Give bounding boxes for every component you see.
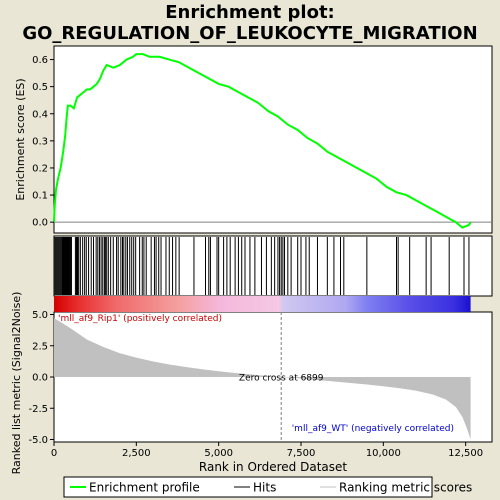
metric-ytick-label: -5.0 bbox=[28, 435, 48, 446]
metric-ytick-label: 5.0 bbox=[32, 310, 48, 321]
es-ytick-label: 0.0 bbox=[32, 218, 48, 229]
metric-ytick-label: 2.5 bbox=[32, 341, 48, 352]
xtick-label: 5,000 bbox=[204, 448, 233, 459]
es-ytick-label: 0.4 bbox=[32, 109, 48, 120]
chart-title-line2: GO_REGULATION_OF_LEUKOCYTE_MIGRATION bbox=[22, 23, 478, 44]
xtick-label: 0 bbox=[51, 448, 57, 459]
metric-area bbox=[54, 318, 471, 440]
legend: Enrichment profile Hits Ranking metric sco… bbox=[63, 476, 472, 498]
rank-color-bar bbox=[54, 296, 471, 312]
metric-ytick-label: 0.0 bbox=[32, 373, 48, 384]
legend-label: Hits bbox=[253, 481, 276, 495]
legend-label: Enrichment profile bbox=[89, 481, 200, 495]
es-ytick-label: 0.6 bbox=[32, 55, 48, 66]
x-axis-label: Rank in Ordered Dataset bbox=[199, 460, 347, 474]
legend-label: Ranking metric scores bbox=[339, 481, 472, 495]
xtick-label: 7,500 bbox=[287, 448, 316, 459]
es-curve bbox=[53, 53, 472, 229]
es-ytick-label: 0.1 bbox=[32, 191, 48, 202]
chart-title-line1: Enrichment plot: bbox=[165, 2, 335, 23]
neg-corr-label: 'mll_af9_WT' (negatively correlated) bbox=[292, 424, 454, 434]
xtick-label: 10,000 bbox=[366, 448, 401, 459]
pos-corr-label: 'mll_af9_Rip1' (positively correlated) bbox=[58, 314, 222, 324]
es-ytick-label: 0.5 bbox=[32, 82, 48, 93]
zero-cross-label: Zero cross at 6899 bbox=[239, 374, 324, 384]
es-ytick-label: 0.2 bbox=[32, 163, 48, 174]
es-ytick-label: 0.3 bbox=[32, 136, 48, 147]
metric-ylabel: Ranked list metric (Signal2Noise) bbox=[10, 292, 23, 475]
metric-ytick-label: -2.5 bbox=[28, 404, 48, 415]
es-ylabel: Enrichment score (ES) bbox=[14, 78, 27, 200]
xtick-label: 2,500 bbox=[122, 448, 151, 459]
xtick-label: 12,500 bbox=[448, 448, 483, 459]
